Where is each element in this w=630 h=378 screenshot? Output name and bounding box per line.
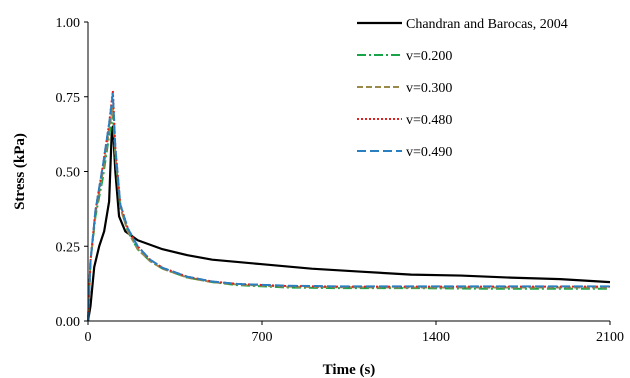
x-tick-label: 700	[252, 330, 273, 345]
legend-label-4: v=0.490	[406, 145, 452, 160]
y-tick-label: 0.25	[56, 240, 81, 255]
x-tick-label: 2100	[596, 330, 624, 345]
y-tick-label: 0.50	[56, 166, 81, 181]
x-tick-label: 1400	[422, 330, 450, 345]
y-tick-label: 1.00	[56, 16, 81, 31]
y-axis-title: Stress (kPa)	[12, 133, 28, 210]
legend-label-3: v=0.480	[406, 113, 452, 128]
series-line-0	[86, 125, 611, 322]
plot-area	[86, 89, 611, 322]
x-axis-title: Time (s)	[323, 362, 376, 378]
legend: Chandran and Barocas, 2004 v=0.200 v=0.300…	[357, 17, 568, 160]
legend-label-1: v=0.200	[406, 49, 452, 64]
y-tick-label: 0.75	[56, 91, 81, 106]
series-line-4	[87, 92, 610, 322]
series-line-3	[87, 89, 610, 322]
y-tick-label: 0.00	[56, 315, 81, 330]
legend-label-0: Chandran and Barocas, 2004	[406, 17, 568, 32]
series-line-1	[87, 113, 610, 322]
legend-label-2: v=0.300	[406, 81, 452, 96]
axes: 0.00 0.25 0.50 0.75 1.00 0 700 1400 2100 Time (s)…	[12, 16, 624, 378]
x-tick-label: 0	[85, 330, 92, 345]
